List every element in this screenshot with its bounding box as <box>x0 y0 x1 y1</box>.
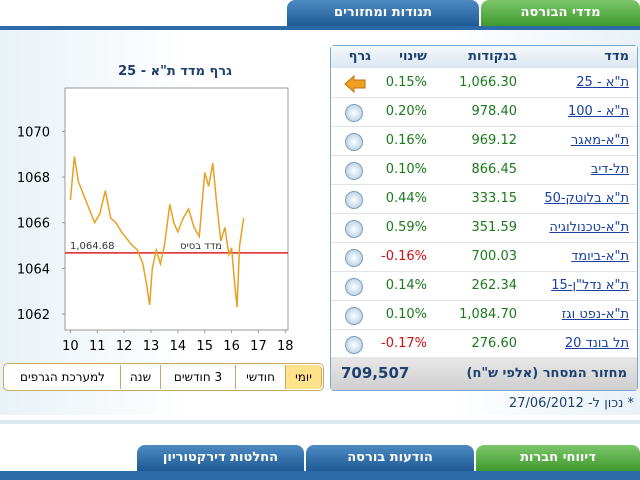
tab-bar <box>0 471 640 480</box>
footer-value: 709,507 <box>341 364 410 382</box>
points: 978.40 <box>471 104 518 119</box>
x-tick-label: 13 <box>143 339 160 354</box>
row-line <box>331 300 637 301</box>
tab[interactable]: הודעות בורסה <box>306 445 474 471</box>
points: 866.45 <box>471 162 518 177</box>
points: 333.15 <box>471 191 518 206</box>
graph-icon[interactable] <box>345 336 363 354</box>
line-series <box>69 156 245 308</box>
change: -0.16% <box>381 249 427 264</box>
x-tick-label: 18 <box>277 339 294 354</box>
index-link[interactable]: ת"א-מאגר <box>570 133 629 148</box>
row-line <box>331 242 637 243</box>
plot-area <box>64 87 289 331</box>
header: שינוי <box>399 49 427 64</box>
row-line <box>331 155 637 156</box>
index-link[interactable]: ת"א - 100 <box>568 104 629 119</box>
row-line <box>331 184 637 185</box>
points: 1,084.70 <box>459 307 517 322</box>
x-tick-label: 14 <box>170 339 187 354</box>
graph-icon[interactable] <box>345 220 363 238</box>
graph-icon[interactable] <box>345 133 363 151</box>
index-link[interactable]: תל-דיב <box>590 162 629 177</box>
header: גרף <box>348 49 371 64</box>
x-tick-label: 16 <box>223 339 240 354</box>
y-tick-label: 1068 <box>17 171 50 186</box>
index-link[interactable]: ת"א-טכנולוגיה <box>549 220 629 235</box>
change: 0.15% <box>385 75 427 90</box>
header: בנקודות <box>468 49 517 64</box>
baseline-name: מדד בסיס <box>180 241 222 252</box>
graph-icon[interactable] <box>345 278 363 296</box>
table-footer <box>331 357 637 390</box>
points: 262.34 <box>471 278 518 293</box>
points: 1,066.30 <box>459 75 517 90</box>
y-tick-label: 1066 <box>17 217 50 232</box>
range-button[interactable]: 3 חודשים <box>161 365 236 389</box>
tab[interactable]: דיווחי חברות <box>476 445 640 471</box>
range-button[interactable]: שנה <box>121 365 161 389</box>
change: 0.16% <box>385 133 427 148</box>
footer-label: מחזור המסחר (אלפי ש"ח) <box>466 366 628 381</box>
baseline-value: 1,064.68 <box>70 241 115 252</box>
y-tick-label: 1064 <box>17 262 50 277</box>
index-link[interactable]: ת"א - 25 <box>576 75 629 90</box>
separator <box>0 420 640 424</box>
y-tick-label: 1070 <box>17 125 50 140</box>
range-bar <box>3 363 324 391</box>
range-button[interactable]: למערכת הגרפים <box>5 365 121 389</box>
row-line <box>331 97 637 98</box>
x-tick-label: 11 <box>89 339 106 354</box>
as-of: * נכון ל- 27/06/2012 <box>508 396 634 411</box>
table-header <box>331 46 637 68</box>
row-line <box>331 213 637 214</box>
range-button[interactable]: חודשי <box>236 365 286 389</box>
tab[interactable]: החלטות דירקטוריון <box>137 445 304 471</box>
index-link[interactable]: ת"א נדל"ן-15 <box>551 278 629 293</box>
change: 0.59% <box>385 220 427 235</box>
index-link[interactable]: ת"א-נפט וגז <box>561 307 629 322</box>
range-button[interactable]: יומי <box>286 365 322 389</box>
index-link[interactable]: ת"א-ביומד <box>571 249 629 264</box>
change: 0.14% <box>385 278 427 293</box>
change: -0.17% <box>381 336 427 351</box>
x-tick-label: 15 <box>196 339 213 354</box>
points: 700.03 <box>471 249 518 264</box>
points: 969.12 <box>471 133 518 148</box>
index-link[interactable]: תל בונד 20 <box>564 336 629 351</box>
chart: גרף מדד ת"א - 25 1062 1064 1066 1068 1070 10 1… <box>17 64 294 354</box>
header: מדד <box>604 49 629 64</box>
change: 0.10% <box>385 307 427 322</box>
arrow-icon[interactable] <box>343 74 367 94</box>
graph-icon[interactable] <box>345 307 363 325</box>
row-line <box>331 358 637 359</box>
y-tick-label: 1062 <box>17 308 50 323</box>
points: 276.60 <box>471 336 518 351</box>
x-tick-label: 17 <box>250 339 267 354</box>
change: 0.20% <box>385 104 427 119</box>
change: 0.10% <box>385 162 427 177</box>
row-line <box>331 329 637 330</box>
change: 0.44% <box>385 191 427 206</box>
graph-icon[interactable] <box>345 249 363 267</box>
tab[interactable]: תנודות ומחזורים <box>287 0 479 26</box>
graph-icon[interactable] <box>345 162 363 180</box>
graph-icon[interactable] <box>345 191 363 209</box>
row-line <box>331 126 637 127</box>
x-tick-label: 12 <box>116 339 133 354</box>
index-link[interactable]: ת"א בלוטק-50 <box>544 191 629 206</box>
tab[interactable]: מדדי הבורסה <box>481 0 640 26</box>
x-tick-label: 10 <box>62 339 79 354</box>
index-table: מדד בנקודות שינוי גרף ת"א - 25 1,066.30 0.… <box>330 45 638 391</box>
row-line <box>331 271 637 272</box>
tab-bar <box>0 26 640 30</box>
chart-title: גרף מדד ת"א - 25 <box>118 64 232 79</box>
points: 351.59 <box>471 220 518 235</box>
graph-icon[interactable] <box>345 104 363 122</box>
